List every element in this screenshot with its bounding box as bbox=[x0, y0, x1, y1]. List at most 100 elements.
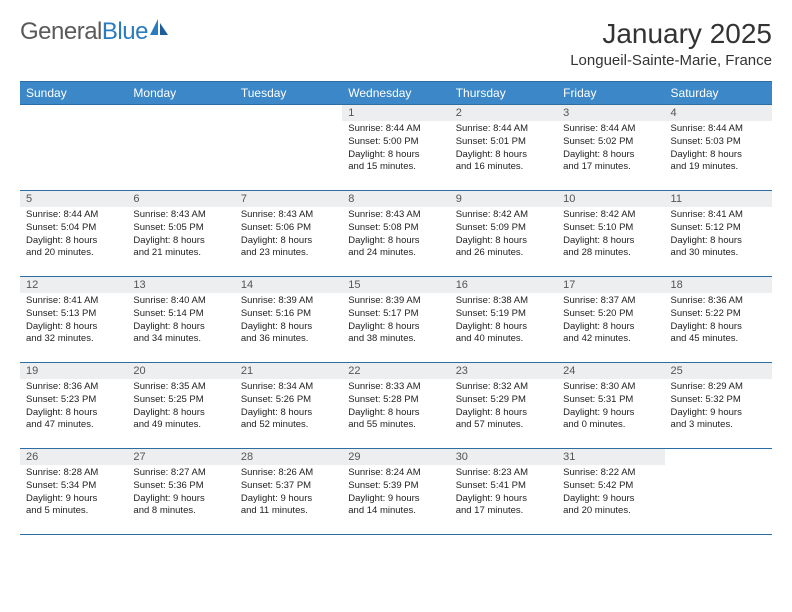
day-detail-line: and 3 minutes. bbox=[671, 419, 766, 432]
calendar-day-cell: 4Sunrise: 8:44 AMSunset: 5:03 PMDaylight… bbox=[665, 105, 772, 191]
day-details: Sunrise: 8:32 AMSunset: 5:29 PMDaylight:… bbox=[450, 379, 557, 436]
weekday-header: Thursday bbox=[450, 82, 557, 105]
day-details: Sunrise: 8:44 AMSunset: 5:03 PMDaylight:… bbox=[665, 121, 772, 178]
day-detail-line: Sunrise: 8:44 AM bbox=[26, 209, 121, 222]
weekday-header: Monday bbox=[127, 82, 234, 105]
day-detail-line: and 55 minutes. bbox=[348, 419, 443, 432]
day-detail-line: Sunrise: 8:28 AM bbox=[26, 467, 121, 480]
day-number: 18 bbox=[665, 277, 772, 293]
day-details: Sunrise: 8:39 AMSunset: 5:17 PMDaylight:… bbox=[342, 293, 449, 350]
day-number: 13 bbox=[127, 277, 234, 293]
calendar-day-cell: 11Sunrise: 8:41 AMSunset: 5:12 PMDayligh… bbox=[665, 191, 772, 277]
day-detail-line: Daylight: 8 hours bbox=[26, 235, 121, 248]
day-details: Sunrise: 8:42 AMSunset: 5:09 PMDaylight:… bbox=[450, 207, 557, 264]
day-number: 25 bbox=[665, 363, 772, 379]
calendar-day-cell: 12Sunrise: 8:41 AMSunset: 5:13 PMDayligh… bbox=[20, 277, 127, 363]
day-detail-line: Daylight: 9 hours bbox=[563, 407, 658, 420]
calendar-table: Sunday Monday Tuesday Wednesday Thursday… bbox=[20, 81, 772, 535]
day-detail-line: Sunset: 5:42 PM bbox=[563, 480, 658, 493]
day-details: Sunrise: 8:39 AMSunset: 5:16 PMDaylight:… bbox=[235, 293, 342, 350]
day-detail-line: Sunrise: 8:34 AM bbox=[241, 381, 336, 394]
day-detail-line: and 26 minutes. bbox=[456, 247, 551, 260]
day-detail-line: Sunrise: 8:36 AM bbox=[26, 381, 121, 394]
day-details: Sunrise: 8:44 AMSunset: 5:01 PMDaylight:… bbox=[450, 121, 557, 178]
day-details: Sunrise: 8:44 AMSunset: 5:00 PMDaylight:… bbox=[342, 121, 449, 178]
day-detail-line: and 16 minutes. bbox=[456, 161, 551, 174]
day-detail-line: Sunset: 5:12 PM bbox=[671, 222, 766, 235]
day-number: 24 bbox=[557, 363, 664, 379]
day-detail-line: Daylight: 8 hours bbox=[563, 149, 658, 162]
day-number: 26 bbox=[20, 449, 127, 465]
day-detail-line: Daylight: 8 hours bbox=[671, 321, 766, 334]
calendar-day-cell: 16Sunrise: 8:38 AMSunset: 5:19 PMDayligh… bbox=[450, 277, 557, 363]
calendar-week-row: 26Sunrise: 8:28 AMSunset: 5:34 PMDayligh… bbox=[20, 449, 772, 535]
calendar-week-row: 5Sunrise: 8:44 AMSunset: 5:04 PMDaylight… bbox=[20, 191, 772, 277]
calendar-day-cell: . bbox=[235, 105, 342, 191]
calendar-day-cell: 1Sunrise: 8:44 AMSunset: 5:00 PMDaylight… bbox=[342, 105, 449, 191]
day-detail-line: Sunrise: 8:44 AM bbox=[348, 123, 443, 136]
day-detail-line: Daylight: 9 hours bbox=[671, 407, 766, 420]
day-detail-line: and 45 minutes. bbox=[671, 333, 766, 346]
calendar-day-cell: 13Sunrise: 8:40 AMSunset: 5:14 PMDayligh… bbox=[127, 277, 234, 363]
day-details: Sunrise: 8:41 AMSunset: 5:12 PMDaylight:… bbox=[665, 207, 772, 264]
day-details: Sunrise: 8:43 AMSunset: 5:05 PMDaylight:… bbox=[127, 207, 234, 264]
calendar-day-cell: 30Sunrise: 8:23 AMSunset: 5:41 PMDayligh… bbox=[450, 449, 557, 535]
day-detail-line: and 19 minutes. bbox=[671, 161, 766, 174]
day-detail-line: Daylight: 9 hours bbox=[241, 493, 336, 506]
calendar-day-cell: 18Sunrise: 8:36 AMSunset: 5:22 PMDayligh… bbox=[665, 277, 772, 363]
sail-icon bbox=[148, 17, 170, 44]
day-number: 31 bbox=[557, 449, 664, 465]
day-detail-line: Sunset: 5:09 PM bbox=[456, 222, 551, 235]
calendar-day-cell: 22Sunrise: 8:33 AMSunset: 5:28 PMDayligh… bbox=[342, 363, 449, 449]
day-number: 23 bbox=[450, 363, 557, 379]
day-detail-line: and 0 minutes. bbox=[563, 419, 658, 432]
day-detail-line: Sunrise: 8:23 AM bbox=[456, 467, 551, 480]
day-detail-line: Daylight: 8 hours bbox=[26, 321, 121, 334]
day-detail-line: Sunset: 5:17 PM bbox=[348, 308, 443, 321]
day-detail-line: Sunset: 5:02 PM bbox=[563, 136, 658, 149]
day-details: Sunrise: 8:28 AMSunset: 5:34 PMDaylight:… bbox=[20, 465, 127, 522]
calendar-body: ...1Sunrise: 8:44 AMSunset: 5:00 PMDayli… bbox=[20, 105, 772, 535]
day-detail-line: Daylight: 8 hours bbox=[563, 235, 658, 248]
day-detail-line: Daylight: 9 hours bbox=[456, 493, 551, 506]
day-detail-line: Sunset: 5:34 PM bbox=[26, 480, 121, 493]
day-detail-line: and 30 minutes. bbox=[671, 247, 766, 260]
day-detail-line: Sunrise: 8:29 AM bbox=[671, 381, 766, 394]
day-detail-line: Sunset: 5:10 PM bbox=[563, 222, 658, 235]
day-detail-line: Sunset: 5:19 PM bbox=[456, 308, 551, 321]
day-detail-line: Sunset: 5:08 PM bbox=[348, 222, 443, 235]
day-detail-line: Sunset: 5:31 PM bbox=[563, 394, 658, 407]
day-number: 22 bbox=[342, 363, 449, 379]
day-detail-line: Sunrise: 8:40 AM bbox=[133, 295, 228, 308]
day-detail-line: and 49 minutes. bbox=[133, 419, 228, 432]
day-details: Sunrise: 8:43 AMSunset: 5:08 PMDaylight:… bbox=[342, 207, 449, 264]
calendar-day-cell: . bbox=[20, 105, 127, 191]
weekday-header: Wednesday bbox=[342, 82, 449, 105]
day-detail-line: and 32 minutes. bbox=[26, 333, 121, 346]
day-detail-line: Sunrise: 8:41 AM bbox=[26, 295, 121, 308]
location-subtitle: Longueil-Sainte-Marie, France bbox=[570, 52, 772, 69]
day-detail-line: Sunset: 5:01 PM bbox=[456, 136, 551, 149]
day-detail-line: and 5 minutes. bbox=[26, 505, 121, 518]
day-details: Sunrise: 8:38 AMSunset: 5:19 PMDaylight:… bbox=[450, 293, 557, 350]
calendar-day-cell: 31Sunrise: 8:22 AMSunset: 5:42 PMDayligh… bbox=[557, 449, 664, 535]
day-details: Sunrise: 8:42 AMSunset: 5:10 PMDaylight:… bbox=[557, 207, 664, 264]
calendar-week-row: 19Sunrise: 8:36 AMSunset: 5:23 PMDayligh… bbox=[20, 363, 772, 449]
day-detail-line: Sunrise: 8:27 AM bbox=[133, 467, 228, 480]
day-number: 1 bbox=[342, 105, 449, 121]
day-details: Sunrise: 8:30 AMSunset: 5:31 PMDaylight:… bbox=[557, 379, 664, 436]
calendar-day-cell: 10Sunrise: 8:42 AMSunset: 5:10 PMDayligh… bbox=[557, 191, 664, 277]
day-detail-line: Daylight: 8 hours bbox=[456, 407, 551, 420]
day-detail-line: Sunset: 5:26 PM bbox=[241, 394, 336, 407]
day-detail-line: Sunset: 5:06 PM bbox=[241, 222, 336, 235]
day-detail-line: Sunrise: 8:33 AM bbox=[348, 381, 443, 394]
calendar-day-cell: 28Sunrise: 8:26 AMSunset: 5:37 PMDayligh… bbox=[235, 449, 342, 535]
day-detail-line: Sunset: 5:39 PM bbox=[348, 480, 443, 493]
day-details: Sunrise: 8:44 AMSunset: 5:04 PMDaylight:… bbox=[20, 207, 127, 264]
calendar-page: GeneralBlue January 2025 Longueil-Sainte… bbox=[0, 0, 792, 553]
day-detail-line: Sunrise: 8:35 AM bbox=[133, 381, 228, 394]
calendar-day-cell: . bbox=[665, 449, 772, 535]
day-number: 15 bbox=[342, 277, 449, 293]
day-detail-line: Sunrise: 8:42 AM bbox=[563, 209, 658, 222]
calendar-day-cell: 23Sunrise: 8:32 AMSunset: 5:29 PMDayligh… bbox=[450, 363, 557, 449]
